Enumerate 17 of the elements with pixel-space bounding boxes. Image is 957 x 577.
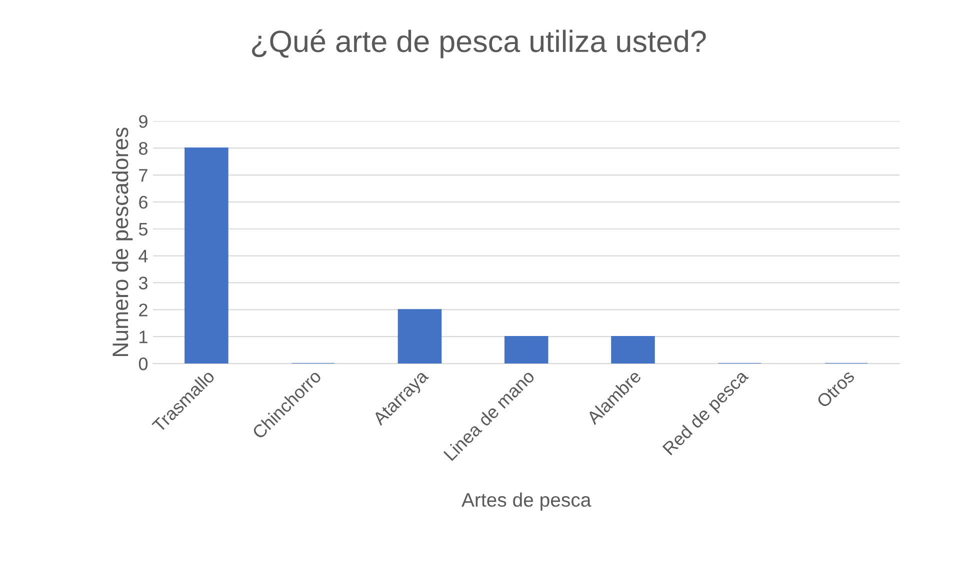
y-tick-label: 9 xyxy=(139,115,148,128)
y-tick-label: 4 xyxy=(138,250,148,262)
chart-title: ¿Qué arte de pesca utiliza usted? xyxy=(252,29,706,58)
y-tick-label: 6 xyxy=(139,196,148,209)
bar xyxy=(184,148,228,364)
y-tick-label: 2 xyxy=(139,304,148,316)
bar xyxy=(504,336,548,364)
bar xyxy=(611,336,655,364)
y-tick-label: 7 xyxy=(139,169,148,182)
y-tick-label: 5 xyxy=(138,222,148,236)
y-axis-title: Numero de pescadores xyxy=(112,128,133,356)
y-tick-label: 8 xyxy=(139,142,148,155)
y-tick-label: 1 xyxy=(140,330,148,344)
x-axis-title: Artes de pesca xyxy=(462,492,592,511)
y-tick-label: 0 xyxy=(138,357,148,370)
bar xyxy=(398,309,442,364)
y-tick-label: 3 xyxy=(138,276,148,290)
